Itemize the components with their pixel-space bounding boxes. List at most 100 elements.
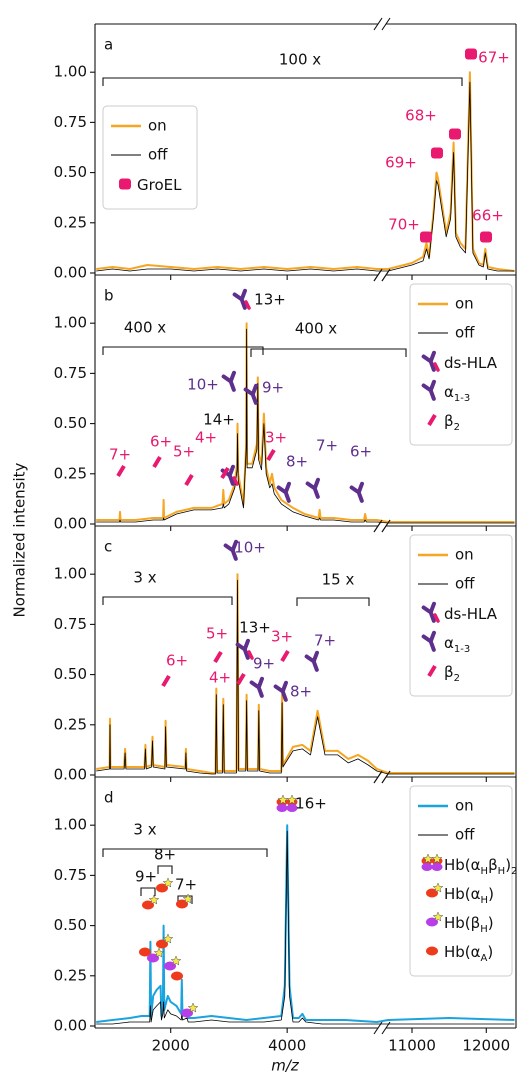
alpha-shape: [235, 638, 250, 660]
legend-label: on: [455, 797, 474, 815]
y-tick-label: 0.00: [54, 765, 87, 783]
beta-icon: [266, 448, 276, 462]
spectrum-line: [96, 579, 515, 775]
hla-icon: [235, 638, 254, 660]
hb4-icon: [421, 853, 443, 871]
legend-label: α1-3: [444, 383, 470, 404]
annotation: 10+: [187, 376, 219, 394]
text-part: α: [444, 634, 454, 652]
zoom-bracket: [102, 77, 463, 86]
y-tick-label: 0.25: [54, 966, 87, 984]
zoom-bracket: [296, 597, 370, 606]
groel-icon: [480, 231, 492, 243]
legend-label: off: [455, 324, 475, 342]
alpha-shape: [421, 601, 436, 623]
text-part: Hb(α: [444, 885, 481, 903]
legend-label: β2: [444, 663, 460, 684]
zoom-bracket: [102, 596, 233, 605]
panel-label: b: [104, 287, 114, 305]
axis-break: [381, 17, 391, 31]
beta-icon: [213, 650, 223, 664]
alpha-icon: [305, 477, 320, 499]
y-tick-label: 1.00: [54, 816, 87, 834]
beta-icon: [427, 413, 437, 427]
legend-label: Hb(αH): [444, 885, 494, 906]
beta-shape: [213, 650, 223, 664]
alpha-shape: [232, 288, 247, 310]
legend-label: Hb(αHβH)2: [444, 856, 517, 877]
beta-icon: [280, 649, 290, 663]
text-part: ): [488, 914, 494, 932]
subscript: A: [481, 953, 488, 964]
beta-shape: [266, 448, 276, 462]
legend-box: [409, 534, 513, 697]
annotation: 9+: [262, 379, 284, 397]
hb-shape: [147, 953, 159, 963]
alpha-shape: [305, 477, 320, 499]
zoom-bracket: [250, 348, 407, 357]
annotation: 3 x: [133, 569, 156, 587]
alpha-shape: [421, 379, 436, 401]
text-part: ds-HLA: [444, 354, 498, 372]
legend-box: [409, 785, 513, 977]
annotation: 68+: [405, 107, 437, 125]
alpha-shape: [349, 481, 364, 503]
alpha-icon: [421, 379, 436, 401]
star: [187, 1002, 199, 1013]
annotation: 16+: [295, 795, 327, 813]
star: [431, 853, 443, 864]
legend-label: on: [148, 117, 167, 135]
hb-shape: [176, 899, 188, 909]
y-tick-label: 0.50: [54, 414, 87, 432]
beta-icon: [236, 672, 246, 686]
annotation: 14+: [203, 411, 235, 429]
groel-icon: [449, 128, 461, 140]
star: [170, 955, 182, 966]
beta-shape: [116, 464, 126, 478]
zoom-bracket: [140, 887, 156, 896]
axis-break: [373, 770, 383, 784]
axis-break: [381, 268, 391, 282]
annotation: 5+: [206, 625, 228, 643]
annotation: 6+: [350, 443, 372, 461]
text-part: ): [487, 943, 493, 961]
annotation: 66+: [472, 207, 504, 225]
alpha-shape: [249, 676, 264, 698]
spectrum-line: [96, 322, 515, 523]
subscript: 1-3: [454, 393, 470, 404]
y-tick-label: 0.00: [54, 263, 87, 281]
annotation: 13+: [254, 291, 286, 309]
annotation: 70+: [388, 216, 420, 234]
y-tick-label: 0.50: [54, 916, 87, 934]
annotation: 6+: [150, 433, 172, 451]
beta-icon: [220, 466, 230, 480]
subscript: 1-3: [454, 644, 470, 655]
haA-icon: [426, 946, 438, 956]
star: [422, 853, 434, 864]
subscript: 2: [454, 422, 460, 433]
groel-shape: [465, 48, 477, 60]
annotation: 4+: [195, 429, 217, 447]
text-part: Hb(β: [444, 914, 480, 932]
groel-shape: [420, 231, 432, 243]
hla-icon: [232, 288, 251, 310]
alpha-icon: [221, 370, 236, 392]
hb-shape: [181, 1008, 193, 1018]
beta-shape: [236, 672, 246, 686]
y-tick-label: 0.25: [54, 213, 87, 231]
text-part: Hb(α: [444, 856, 481, 874]
annotation: 15 x: [322, 571, 355, 589]
annotation: 400 x: [124, 319, 166, 337]
alpha-icon: [273, 680, 288, 702]
haH-icon: [156, 933, 174, 949]
groel-shape: [431, 147, 443, 159]
alpha-icon: [276, 481, 291, 503]
beta-shape: [433, 613, 440, 623]
alpha-icon: [249, 676, 264, 698]
beta-shape: [220, 466, 230, 480]
haH-icon: [426, 882, 444, 898]
hbH-icon: [181, 1002, 199, 1018]
alpha-shape: [421, 630, 436, 652]
beta-shape: [427, 413, 437, 427]
